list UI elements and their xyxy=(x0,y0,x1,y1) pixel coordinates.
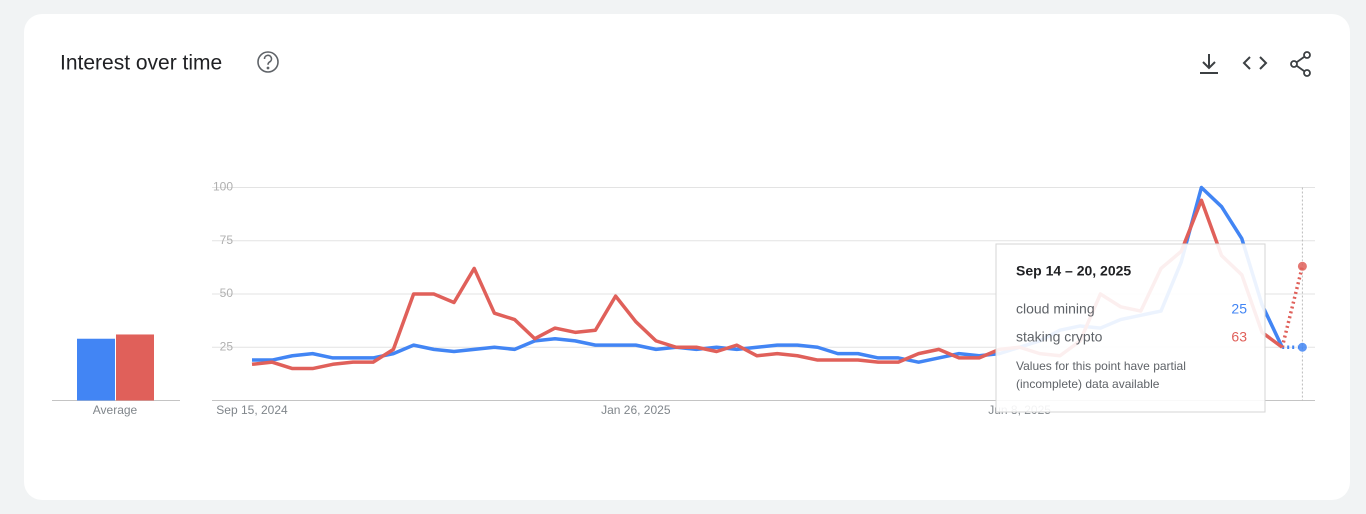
tooltip: Sep 14 – 20, 2025 cloud mining 25 staking c… xyxy=(995,243,1266,413)
average-bar xyxy=(116,334,154,401)
tooltip-value: 25 xyxy=(1231,301,1247,317)
average-label: Average xyxy=(93,403,138,417)
average-bar xyxy=(77,338,115,401)
tooltip-note: (incomplete) data available xyxy=(1016,377,1160,391)
hover-dot xyxy=(1296,260,1308,272)
help-icon[interactable] xyxy=(257,51,279,73)
y-tick-label: 25 xyxy=(220,339,234,353)
y-tick-label: 75 xyxy=(220,233,234,247)
download-icon[interactable] xyxy=(1200,54,1218,74)
hover-dot xyxy=(1296,341,1308,353)
tooltip-series-name: cloud mining xyxy=(1016,301,1095,317)
partial-line xyxy=(1280,265,1305,348)
tooltip-series-name: staking crypto xyxy=(1016,329,1103,345)
tooltip-note: Values for this point have partial xyxy=(1016,359,1186,373)
share-icon[interactable] xyxy=(1290,51,1311,77)
y-tick-label: 50 xyxy=(220,286,234,300)
card-title: Interest over time xyxy=(60,52,222,75)
tooltip-value: 63 xyxy=(1231,329,1247,345)
x-tick-label: Sep 15, 2024 xyxy=(216,403,288,417)
x-tick-label: Jan 26, 2025 xyxy=(601,403,671,417)
tooltip-title: Sep 14 – 20, 2025 xyxy=(1016,263,1131,279)
tooltip-box xyxy=(995,243,1266,413)
embed-icon[interactable] xyxy=(1242,56,1268,70)
y-tick-label: 100 xyxy=(213,180,233,194)
